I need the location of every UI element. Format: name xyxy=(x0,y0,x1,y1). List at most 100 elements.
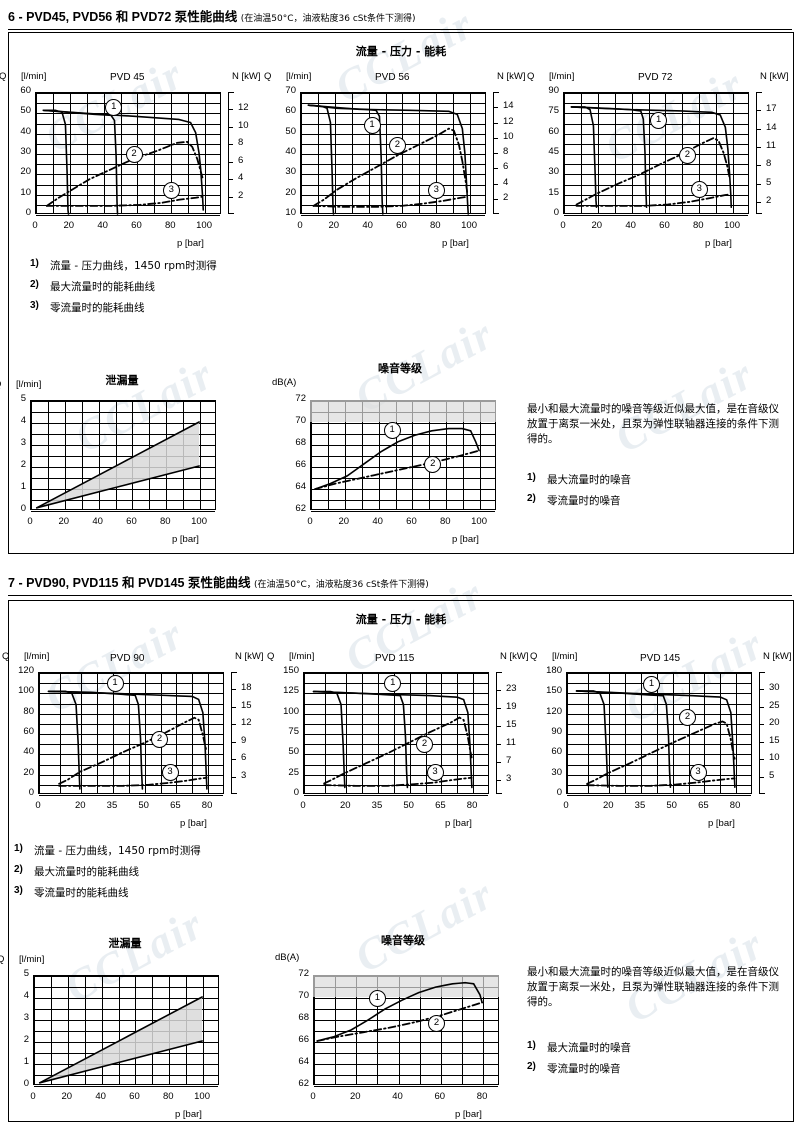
gridline-v xyxy=(463,401,465,509)
gridline-h xyxy=(34,1042,218,1043)
n-tick-label: 10 xyxy=(238,119,249,131)
callout-1: 1 xyxy=(383,422,401,440)
gridline-h xyxy=(34,1064,218,1065)
n-axis-tick xyxy=(756,183,761,185)
callout-1: 1 xyxy=(363,117,381,135)
n-axis-tick xyxy=(493,168,498,170)
gridline-v xyxy=(402,93,404,213)
gridline-h xyxy=(304,744,488,746)
n-axis-tick xyxy=(228,109,233,111)
gridline-v xyxy=(47,401,49,509)
section-number: 7 xyxy=(8,576,15,590)
gridline-v xyxy=(625,673,627,793)
gridline-v xyxy=(580,93,582,213)
n-tick-label: 8 xyxy=(766,158,772,170)
gridline-h xyxy=(34,1075,218,1076)
y-axis-unit: [l/min] xyxy=(549,71,575,82)
gridline-h xyxy=(304,754,488,756)
y-axis-symbol: Q xyxy=(0,954,5,965)
gridline-v xyxy=(203,976,205,1084)
legend-number: 2) xyxy=(527,493,536,504)
y-tick-label: 50 xyxy=(285,125,296,137)
x-tick-label: 80 xyxy=(162,1091,174,1102)
n-tick-label: 15 xyxy=(241,699,252,711)
y-tick-label: 4 xyxy=(20,415,26,426)
gridline-h xyxy=(39,784,223,786)
n-axis-tick xyxy=(759,759,764,761)
gridline-h xyxy=(564,184,748,186)
y-tick-label: 62 xyxy=(295,503,306,514)
y-tick-label: 0 xyxy=(23,1078,29,1089)
gridline-h xyxy=(567,795,751,796)
gridline-v xyxy=(385,93,387,213)
n-axis-bracket xyxy=(496,672,502,794)
gridline-v xyxy=(34,976,35,1084)
callout-2: 2 xyxy=(678,146,696,164)
n-axis-tick xyxy=(496,744,501,746)
chart-title-leakage-1: 泄漏量 xyxy=(105,374,139,387)
plot-area-leakage-2 xyxy=(33,975,219,1087)
callout-2: 2 xyxy=(125,145,143,163)
gridline-v xyxy=(36,93,37,213)
gridline-v xyxy=(183,401,185,509)
y-tick-label: 1 xyxy=(20,481,26,492)
x-axis-title: p [bar] xyxy=(445,818,472,829)
y-axis-unit: [l/min] xyxy=(552,651,578,662)
gridline-v xyxy=(483,976,485,1084)
gridline-h xyxy=(311,467,495,468)
legend-text: 最大流量时的能耗曲线 xyxy=(50,281,155,293)
n-axis-tick xyxy=(756,146,761,148)
gridline-h xyxy=(311,478,495,479)
gridline-v xyxy=(135,976,137,1084)
gridline-h xyxy=(39,744,223,746)
n-tick-label: 2 xyxy=(766,194,772,206)
callout-1: 1 xyxy=(106,674,124,692)
gridline-h xyxy=(36,164,220,166)
y-tick-label: 2 xyxy=(20,459,26,470)
x-tick-label: 40 xyxy=(372,516,383,527)
gridline-h xyxy=(564,164,748,166)
gridline-h xyxy=(31,434,215,435)
y-tick-label: 150 xyxy=(283,665,299,676)
y-tick-label: 30 xyxy=(285,166,296,178)
legend-text: 零流量时的能耗曲线 xyxy=(50,302,145,314)
n-tick-label: 3 xyxy=(241,769,247,781)
gridline-h xyxy=(39,693,223,695)
gridline-v xyxy=(317,93,319,213)
gridline-v xyxy=(314,976,315,1084)
gridline-v xyxy=(688,673,690,793)
gridline-v xyxy=(69,93,71,213)
y-tick-label: 60 xyxy=(23,726,34,737)
n-axis-tick xyxy=(493,153,498,154)
n-tick-label: 5 xyxy=(769,769,775,781)
gridline-h xyxy=(314,1053,498,1054)
gridline-h xyxy=(567,693,751,695)
y-axis-symbol: Q xyxy=(527,71,535,82)
gridline-v xyxy=(81,673,83,793)
y-tick-label: 20 xyxy=(20,166,31,178)
x-tick-label: 20 xyxy=(61,1091,73,1102)
gridline-v xyxy=(154,93,156,213)
gridline-h xyxy=(31,456,215,457)
gridline-h xyxy=(567,774,751,776)
y-tick-label: 70 xyxy=(298,990,309,1001)
gridline-h xyxy=(39,673,223,674)
chart-title-pvd56: PVD 56 xyxy=(375,72,410,83)
legend-item: 2) 零流量时的噪音 xyxy=(527,1061,785,1076)
gridline-h xyxy=(34,987,218,988)
x-tick-label: 100 xyxy=(724,220,740,231)
gridline-h xyxy=(36,204,220,206)
gridline-h xyxy=(34,1020,218,1021)
section-6-title: 6 - PVD45, PVD56 和 PVD72 泵性能曲线 (在油温50°C，… xyxy=(8,6,792,25)
gridline-v xyxy=(720,673,722,793)
y-tick-label: 75 xyxy=(548,105,559,117)
n-tick-label: 15 xyxy=(506,719,517,731)
gridline-h xyxy=(36,184,220,186)
gridline-h xyxy=(36,93,220,94)
n-tick-label: 7 xyxy=(506,755,512,767)
gridline-v xyxy=(60,673,62,793)
legend-item: 1) 流量 - 压力曲线，1450 rpm时测得 xyxy=(14,843,344,858)
x-tick-label: 35 xyxy=(371,800,383,811)
callout-2: 2 xyxy=(150,730,168,748)
gridline-h xyxy=(39,754,223,756)
